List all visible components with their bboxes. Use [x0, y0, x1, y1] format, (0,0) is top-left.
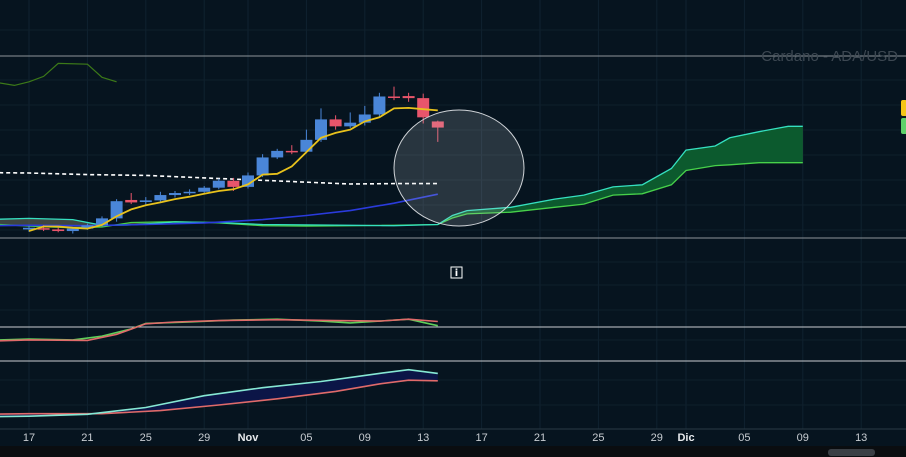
oscillator1-red-line — [0, 318, 438, 342]
candle[interactable] — [256, 154, 269, 178]
candle[interactable] — [431, 120, 444, 142]
oscillator-panel — [0, 318, 438, 418]
candle-body — [256, 157, 269, 176]
candle[interactable] — [373, 92, 386, 117]
candle[interactable] — [169, 190, 181, 198]
x-tick-label: 25 — [592, 432, 604, 444]
oscillator2-teal-line — [0, 368, 438, 418]
candle-body — [154, 195, 167, 201]
time-axis: 17 21 25 29 Nov 05 09 13 17 21 25 29 Dic 05 09 13 — [23, 432, 867, 444]
candle-body — [242, 175, 254, 187]
candle[interactable] — [329, 115, 342, 130]
price-tag-green — [901, 118, 906, 134]
candle-body — [271, 150, 284, 158]
candle-body — [23, 227, 35, 230]
price-tag-yellow — [901, 100, 906, 116]
x-tick-label: 09 — [359, 432, 371, 444]
x-tick-label: 09 — [797, 432, 809, 444]
scrollbar-thumb[interactable] — [828, 449, 875, 456]
candle[interactable] — [402, 92, 415, 102]
x-tick-label: 21 — [81, 432, 93, 444]
candle[interactable] — [139, 197, 152, 205]
candle-body — [431, 121, 444, 128]
x-tick-label: 29 — [651, 432, 663, 444]
candle-body — [373, 96, 386, 115]
candle-body — [402, 96, 415, 99]
candle[interactable] — [388, 86, 400, 101]
candle-body — [52, 229, 65, 232]
info-icon[interactable]: i — [450, 266, 463, 279]
scrollbar-track[interactable] — [0, 446, 906, 457]
candle[interactable] — [125, 193, 138, 205]
oscillator2-fill — [0, 369, 438, 417]
candle-body — [66, 228, 79, 232]
candle-body — [300, 139, 313, 152]
candle[interactable] — [285, 145, 298, 155]
candle-body — [358, 114, 371, 123]
chart-title-watermark: Cardano - ADA/USD — [761, 48, 898, 65]
candle-body — [417, 98, 430, 118]
oscillator2-red-line — [0, 379, 438, 415]
candle[interactable] — [183, 189, 196, 196]
candle-body — [198, 187, 211, 192]
candle[interactable] — [300, 129, 313, 154]
x-tick-label: 13 — [855, 432, 867, 444]
candle-body — [227, 180, 240, 187]
cloud-lower-line — [0, 162, 803, 229]
x-tick-label: 25 — [140, 432, 152, 444]
x-tick-label: Dic — [677, 432, 694, 444]
ma-yellow-line — [28, 106, 438, 232]
candle-body — [315, 119, 327, 140]
candle[interactable] — [212, 178, 225, 190]
candle[interactable] — [154, 191, 167, 203]
candle-body — [37, 228, 50, 230]
candle[interactable] — [198, 186, 211, 194]
candle-body — [344, 122, 357, 127]
candle[interactable] — [271, 148, 284, 160]
highlight-circle — [393, 109, 525, 227]
candle[interactable] — [242, 172, 254, 189]
candle[interactable] — [344, 112, 357, 128]
candle-body — [212, 180, 225, 188]
lagging-line — [0, 62, 117, 87]
x-tick-label: 17 — [23, 432, 35, 444]
x-tick-label: 29 — [198, 432, 210, 444]
x-tick-label: 13 — [417, 432, 429, 444]
candle-body — [96, 218, 108, 226]
x-tick-label: Nov — [238, 432, 260, 444]
candle-body — [388, 96, 400, 98]
candle[interactable] — [315, 108, 327, 142]
candle-body — [139, 200, 152, 203]
svg-text:i: i — [455, 268, 458, 279]
candle-body — [285, 150, 298, 153]
x-tick-label: 21 — [534, 432, 546, 444]
x-tick-label: 17 — [475, 432, 487, 444]
x-tick-label: 05 — [300, 432, 312, 444]
candle-body — [183, 191, 196, 194]
candle-body — [81, 225, 94, 229]
candle-body — [169, 193, 181, 196]
cloud-fill-future — [437, 126, 803, 225]
candle-body — [125, 199, 138, 203]
candle-body — [329, 119, 342, 127]
price-panel — [0, 62, 803, 234]
ma-blue-line — [0, 193, 438, 227]
candle[interactable] — [52, 226, 65, 233]
x-tick-label: 05 — [738, 432, 750, 444]
